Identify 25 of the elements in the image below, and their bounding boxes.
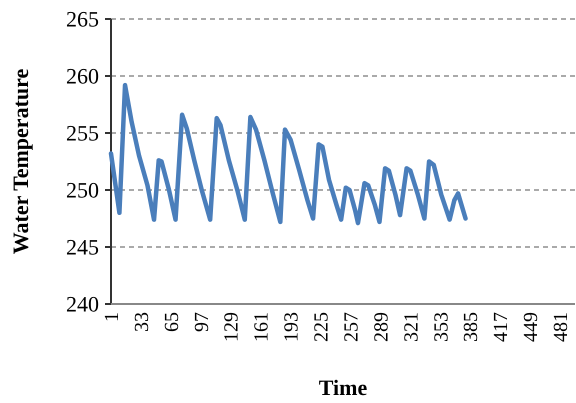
x-tick-label: 385 xyxy=(460,312,482,342)
line-series xyxy=(108,82,468,226)
x-tick-label: 129 xyxy=(220,312,243,342)
x-axis-title: Time xyxy=(318,375,368,400)
x-tick-label: 193 xyxy=(280,312,303,342)
y-tick-label: 250 xyxy=(66,178,99,203)
x-tick-label: 1 xyxy=(101,312,123,322)
x-tick-label: 225 xyxy=(310,312,333,342)
x-tick-label: 289 xyxy=(370,312,392,342)
y-tick-label: 260 xyxy=(66,64,99,89)
x-tick-label: 417 xyxy=(490,312,512,342)
x-tick-label: 257 xyxy=(340,312,362,342)
x-tick-label: 97 xyxy=(190,312,213,332)
x-tick-label: 481 xyxy=(550,312,572,342)
x-tick-label: 65 xyxy=(160,312,183,332)
x-tick-label: 353 xyxy=(430,312,452,342)
y-tick-label: 265 xyxy=(66,6,99,32)
x-tick-label: 449 xyxy=(520,312,542,342)
x-tick-label: 321 xyxy=(400,312,422,342)
y-axis-title: Water Temperature xyxy=(8,68,33,254)
x-tick-label: 161 xyxy=(250,312,273,342)
y-tick-label: 255 xyxy=(66,120,99,146)
x-tick-label: 33 xyxy=(130,312,153,332)
y-tick-label: 245 xyxy=(66,234,99,260)
y-tick-label: 240 xyxy=(66,292,99,317)
